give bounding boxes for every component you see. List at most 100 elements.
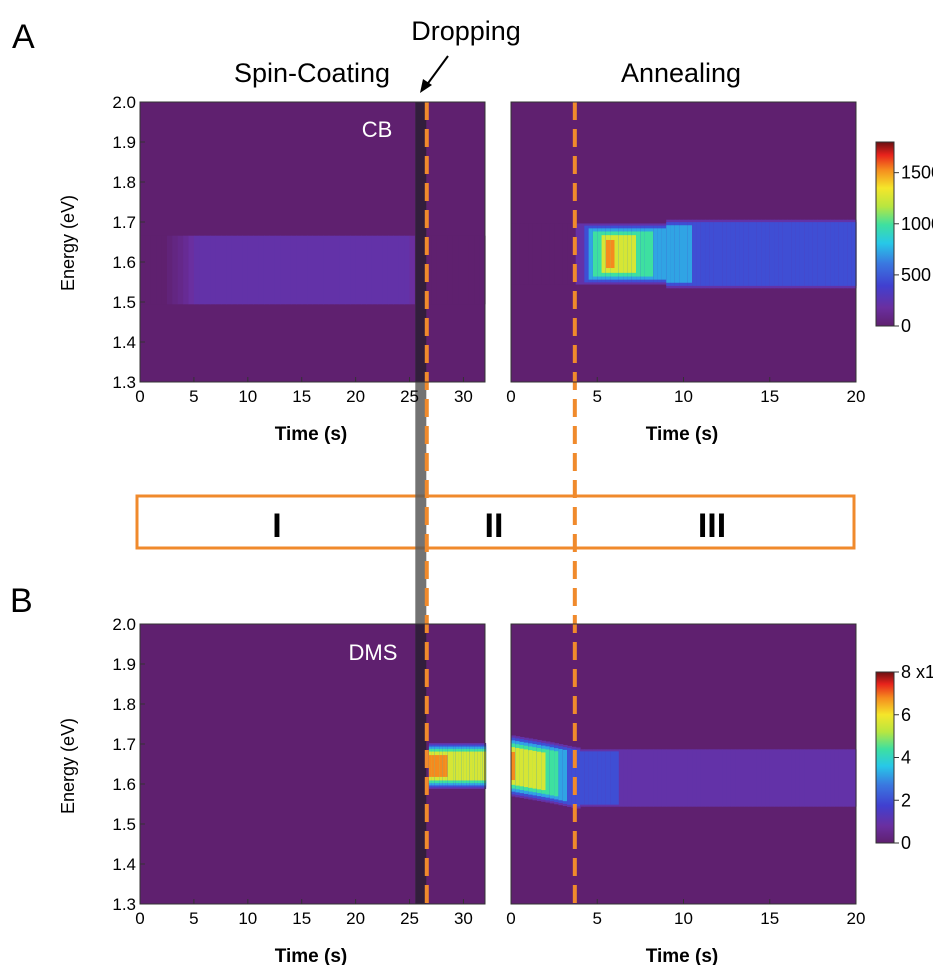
heatmap-cell	[562, 749, 568, 802]
stage-label-i: I	[272, 507, 281, 545]
heatmap-cell	[366, 235, 373, 305]
dropping-marker-bar	[415, 102, 427, 904]
heatmap-cell	[541, 752, 547, 791]
heatmap-cell	[156, 235, 163, 305]
heatmap-cell	[735, 222, 741, 286]
heatmap-cell	[743, 222, 749, 286]
annealing-title: Annealing	[621, 58, 741, 88]
heatmap-cell	[700, 749, 706, 807]
y-tick-label: 1.4	[112, 855, 136, 874]
heatmap-cell	[567, 748, 572, 805]
x-tick-label: 30	[454, 387, 473, 406]
heatmap-cell	[355, 235, 362, 305]
heatmap-cell	[700, 222, 706, 286]
heatmap-cell	[636, 231, 641, 277]
heatmap-cell	[592, 751, 598, 805]
heatmap-cell	[226, 235, 233, 305]
heatmap-cell	[307, 235, 314, 305]
heatmap-cell	[519, 223, 525, 285]
heatmap-cell	[549, 750, 555, 796]
heatmap-cell	[584, 225, 590, 283]
y-tick-label: 1.7	[112, 735, 136, 754]
a-y-axis-label: Energy (eV)	[58, 195, 78, 291]
heatmap-cell	[398, 235, 405, 305]
heatmap-cell	[812, 749, 818, 807]
x-tick-label: 20	[346, 909, 365, 928]
heatmap-cell	[705, 222, 710, 286]
tick-labels: 0 5 10 15 20 25 30 0 5 10 15 20 0 5 10 15 20 25 30 0 5 10 15 20…	[112, 93, 865, 928]
heatmap-cell	[726, 222, 732, 286]
heatmap-cell	[830, 222, 836, 286]
heatmap-cell	[653, 749, 659, 807]
heatmap-cell	[821, 222, 827, 286]
heatmap-cell	[666, 225, 672, 283]
x-tick-label: 10	[674, 909, 693, 928]
heatmap-cell	[263, 235, 270, 305]
heatmap-cell	[670, 749, 676, 807]
heatmap-cell	[605, 239, 611, 269]
heatmap-cell	[452, 235, 459, 305]
heatmap-cell	[210, 235, 217, 305]
heatmap-cell	[597, 231, 603, 277]
heatmap-cell	[580, 751, 585, 805]
heatmap-cell	[461, 751, 465, 781]
y-tick-label: 1.6	[112, 253, 136, 272]
heatmap-cell	[627, 749, 633, 807]
heatmap-cell	[453, 751, 457, 781]
heatmap-cell	[458, 235, 465, 305]
heatmap-cell	[795, 749, 801, 807]
cb-annotation: CB	[362, 117, 393, 142]
colorbar-tick-label: 4	[901, 748, 911, 768]
heatmap-cell	[631, 749, 637, 807]
heatmap-cell	[761, 222, 767, 286]
heatmap-cell	[687, 225, 693, 283]
heatmap-cell	[657, 749, 663, 807]
heatmap-cell	[718, 749, 723, 807]
heatmap-cell	[242, 235, 249, 305]
heatmap-cell	[199, 235, 206, 305]
colorbar-tick-label: 500	[901, 265, 931, 285]
heatmap-cell	[285, 235, 292, 305]
heatmap-cell	[193, 235, 200, 305]
y-tick-label: 1.5	[112, 815, 136, 834]
heatmap-cell	[441, 235, 448, 305]
heatmap-cell	[447, 235, 454, 305]
heatmap-cell	[528, 750, 534, 788]
b-y-axis-label: Energy (eV)	[58, 718, 78, 814]
plot-frame	[139, 623, 486, 905]
x-tick-label: 15	[760, 387, 779, 406]
y-tick-label: 1.7	[112, 213, 136, 232]
heatmap-cell	[847, 222, 853, 286]
heatmap-cell	[523, 223, 529, 285]
heatmap-cell	[601, 751, 607, 805]
heatmap-cell	[558, 749, 564, 801]
heatmap-cell	[145, 235, 152, 305]
heatmap-cell	[480, 751, 484, 781]
heatmap-cell	[830, 749, 836, 807]
x-tick-label: 25	[400, 909, 419, 928]
heatmap-cell	[455, 751, 460, 781]
heatmap-cell	[450, 751, 454, 781]
heatmap-cell	[657, 228, 663, 280]
heatmap-cell	[361, 235, 368, 305]
heatmap-cell	[674, 749, 680, 807]
heatmap-cell	[523, 749, 529, 788]
heatmap-cell	[554, 751, 560, 797]
x-tick-label: 15	[760, 909, 779, 928]
heatmap-cell	[428, 755, 433, 777]
heatmap-cell	[765, 222, 771, 286]
heatmap-cell	[722, 222, 728, 286]
heatmap-cell	[532, 750, 538, 789]
heatmap-cell	[696, 222, 702, 286]
heatmap-cell	[150, 235, 157, 305]
heatmap-cell	[804, 222, 810, 286]
heatmap-cell	[774, 222, 779, 286]
heatmap-cell	[756, 749, 762, 807]
plot-frame	[139, 101, 486, 383]
heatmap-cell	[140, 235, 146, 305]
heatmap-cell	[782, 749, 788, 807]
dropping-arrow	[420, 55, 449, 93]
heatmap-cell	[350, 235, 357, 305]
